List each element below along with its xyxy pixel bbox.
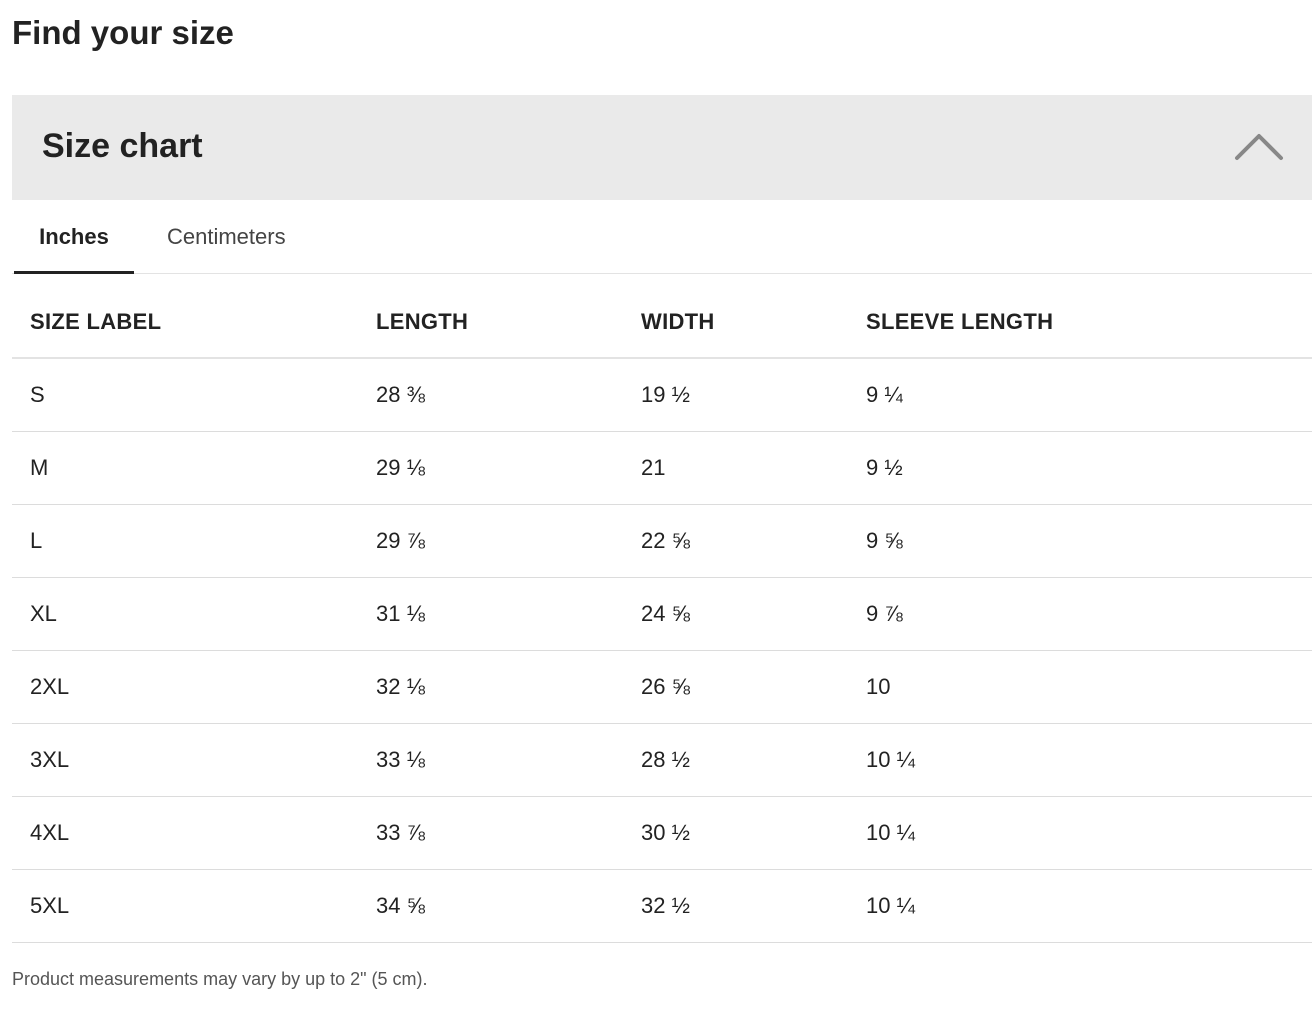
table-row: 5XL 34 ⅝ 32 ½ 10 ¼ [12, 870, 1312, 943]
sleeve-length-cell: 9 ¼ [866, 382, 903, 407]
table-body: S 28 ⅜ 19 ½ 9 ¼ M 29 ⅛ 21 9 ½ L 29 ⅞ 22 ⅝ 9 ⅝ XL 31 ⅛… [12, 359, 1312, 943]
length-cell: 31 ⅛ [376, 601, 425, 626]
column-header-width: WIDTH [641, 309, 715, 334]
tab-centimeters[interactable]: Centimeters [167, 224, 286, 249]
sleeve-length-cell: 10 ¼ [866, 893, 915, 918]
size-label-cell: 4XL [30, 820, 70, 845]
sleeve-length-cell: 10 [866, 674, 891, 699]
unit-tabs: Inches Centimeters [12, 200, 1312, 274]
chevron-up-icon[interactable] [1234, 131, 1284, 161]
table-header-row: SIZE LABEL LENGTH WIDTH SLEEVE LENGTH [12, 285, 1312, 359]
length-cell: 28 ⅜ [376, 382, 425, 407]
column-header-length: LENGTH [376, 309, 469, 334]
sleeve-length-cell: 10 ¼ [866, 747, 915, 772]
width-cell: 19 ½ [641, 382, 690, 407]
sleeve-length-cell: 9 ⅞ [866, 601, 903, 626]
column-header-sleeve-length: SLEEVE LENGTH [866, 309, 1054, 334]
tab-inches[interactable]: Inches [14, 200, 134, 274]
width-cell: 32 ½ [641, 893, 690, 918]
size-label-cell: L [30, 528, 43, 553]
length-cell: 29 ⅞ [376, 528, 425, 553]
size-label-cell: M [30, 455, 49, 480]
length-cell: 34 ⅝ [376, 893, 425, 918]
size-label-cell: XL [30, 601, 57, 626]
size-label-cell: 2XL [30, 674, 70, 699]
width-cell: 28 ½ [641, 747, 690, 772]
sleeve-length-cell: 9 ⅝ [866, 528, 903, 553]
table-row: M 29 ⅛ 21 9 ½ [12, 432, 1312, 505]
table-row: 2XL 32 ⅛ 26 ⅝ 10 [12, 651, 1312, 724]
size-table: SIZE LABEL LENGTH WIDTH SLEEVE LENGTH S 2… [12, 285, 1312, 943]
accordion-title: Size chart [42, 127, 203, 165]
size-label-cell: S [30, 382, 45, 407]
sleeve-length-cell: 9 ½ [866, 455, 903, 480]
width-cell: 26 ⅝ [641, 674, 690, 699]
length-cell: 32 ⅛ [376, 674, 425, 699]
table-row: 4XL 33 ⅞ 30 ½ 10 ¼ [12, 797, 1312, 870]
table-row: XL 31 ⅛ 24 ⅝ 9 ⅞ [12, 578, 1312, 651]
size-label-cell: 5XL [30, 893, 70, 918]
length-cell: 33 ⅞ [376, 820, 425, 845]
width-cell: 21 [641, 455, 666, 480]
table-row: S 28 ⅜ 19 ½ 9 ¼ [12, 359, 1312, 432]
length-cell: 29 ⅛ [376, 455, 425, 480]
width-cell: 30 ½ [641, 820, 690, 845]
measurement-disclaimer: Product measurements may vary by up to 2… [12, 969, 428, 989]
length-cell: 33 ⅛ [376, 747, 425, 772]
sleeve-length-cell: 10 ¼ [866, 820, 915, 845]
column-header-size-label: SIZE LABEL [30, 309, 162, 334]
size-chart-accordion-header[interactable]: Size chart [12, 95, 1312, 200]
width-cell: 24 ⅝ [641, 601, 690, 626]
table-row: L 29 ⅞ 22 ⅝ 9 ⅝ [12, 505, 1312, 578]
table-row: 3XL 33 ⅛ 28 ½ 10 ¼ [12, 724, 1312, 797]
size-label-cell: 3XL [30, 747, 70, 772]
width-cell: 22 ⅝ [641, 528, 690, 553]
page-title: Find your size [12, 14, 234, 51]
